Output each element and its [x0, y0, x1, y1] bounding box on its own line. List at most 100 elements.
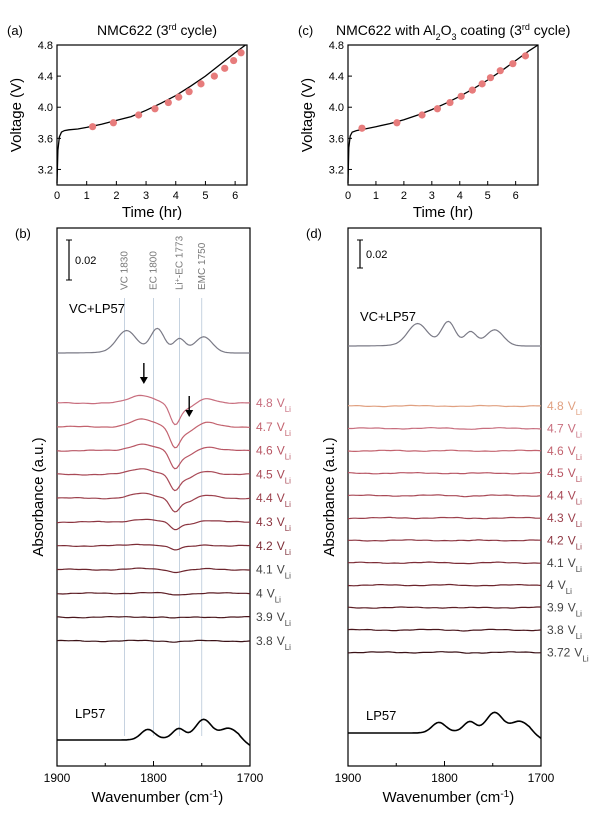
voltage-value: 3.8 — [547, 623, 564, 637]
sample-marker — [185, 88, 193, 96]
voltage-unit: V — [277, 634, 285, 648]
y-tick-label: 4.8 — [329, 40, 344, 52]
chart-title-part: cycle) — [530, 22, 570, 38]
voltage-unit: V — [277, 491, 285, 505]
voltage-value: 4.6 — [256, 444, 273, 458]
y-tick-label: 4.0 — [38, 102, 53, 114]
voltage-trace — [57, 418, 250, 449]
reference-label-part: -EC — [175, 261, 186, 278]
chart-title-part: O — [441, 22, 452, 38]
voltage-chart-(c) — [347, 44, 539, 186]
voltage-value: 4.2 — [256, 539, 273, 553]
x-tick-label: 6 — [513, 190, 519, 202]
voltage-trace — [56, 591, 251, 596]
reference-label-text: Li+-EC 1773 — [174, 235, 186, 290]
x-axis-label-part: Wavenumber (cm — [92, 789, 210, 806]
x-axis-label: Wavenumber (cm-1) — [383, 789, 515, 807]
lp57-label: LP57 — [75, 706, 105, 721]
voltage-unit: V — [568, 533, 576, 547]
sample-marker — [109, 119, 118, 127]
vc-lp57-label: VC+LP57 — [69, 301, 125, 316]
x-axis-label-part: -1 — [500, 789, 509, 800]
voltage-unit: V — [277, 610, 285, 624]
y-tick-label: 4.4 — [38, 71, 53, 83]
voltage-unit-sub: Li — [576, 408, 582, 417]
x-tick-label: 5 — [485, 190, 491, 202]
voltage-label: 4.4 VLi — [547, 489, 582, 507]
voltage-unit: V — [277, 444, 285, 458]
voltage-unit: V — [558, 578, 566, 592]
voltage-unit: V — [277, 515, 285, 529]
y-axis-label: Voltage (V) — [299, 78, 316, 152]
voltage-label: 4.8 VLi — [256, 396, 291, 414]
voltage-unit-sub: Li — [285, 619, 291, 628]
reference-label: EC 1800 — [149, 251, 160, 290]
y-tick-label: 3.6 — [329, 133, 344, 145]
y-axis-label: Voltage (V) — [8, 78, 25, 152]
vc-lp57-trace — [57, 327, 250, 354]
sample-marker — [446, 98, 454, 107]
voltage-value: 4.8 — [547, 399, 564, 413]
x-axis-label-part: -1 — [209, 789, 218, 800]
voltage-label: 4.6 VLi — [256, 444, 291, 462]
voltage-label: 4.6 VLi — [547, 444, 582, 462]
voltage-label: 4.4 VLi — [256, 491, 291, 509]
sample-marker — [237, 49, 245, 57]
voltage-curve — [347, 44, 539, 184]
reference-label: Li+-EC 1773 — [174, 235, 186, 290]
x-axis-label: Wavenumber (cm-1) — [92, 789, 224, 807]
voltage-label: 4.2 VLi — [256, 539, 291, 557]
voltage-trace — [57, 543, 251, 551]
voltage-value: 4.1 — [256, 563, 273, 577]
voltage-trace — [56, 394, 251, 426]
voltage-unit: V — [568, 623, 576, 637]
sample-marker — [418, 111, 426, 119]
voltage-value: 4 — [547, 578, 554, 592]
voltage-label: 4.5 VLi — [547, 466, 582, 484]
x-axis-label: Time (hr) — [122, 204, 182, 221]
voltage-trace — [56, 443, 251, 470]
voltage-unit-sub: Li — [285, 405, 291, 414]
y-tick-label: 3.2 — [329, 164, 344, 176]
x-axis-label-part: ) — [218, 789, 223, 806]
lp57-trace — [348, 711, 542, 739]
voltage-label: 3.8 VLi — [256, 634, 291, 652]
voltage-trace — [347, 471, 541, 475]
voltage-value: 4.5 — [256, 467, 273, 481]
sample-marker — [175, 93, 183, 101]
voltage-unit: V — [277, 563, 285, 577]
reference-label-text: EC 1800 — [149, 251, 160, 290]
voltage-label: 4.1 VLi — [256, 563, 291, 581]
voltage-trace — [347, 449, 542, 452]
voltage-trace — [347, 516, 542, 520]
voltage-value: 4.7 — [547, 421, 564, 435]
sample-marker — [486, 74, 495, 82]
panel-label: (b) — [15, 226, 31, 241]
arrow-head — [139, 377, 148, 384]
voltage-unit-sub: Li — [576, 520, 582, 529]
sample-marker — [433, 105, 442, 113]
chart-title-part: rd — [522, 22, 530, 32]
x-tick-label: 3 — [143, 190, 149, 202]
x-tick-label: 0 — [345, 190, 351, 202]
reference-label-text: VC 1830 — [120, 251, 131, 290]
chart-title-part: NMC622 with Al — [336, 22, 436, 38]
voltage-unit-sub: Li — [576, 609, 582, 618]
lp57-label: LP57 — [366, 708, 396, 723]
voltage-unit-sub: Li — [576, 475, 582, 484]
panel-label: (c) — [298, 23, 313, 38]
voltage-trace — [56, 468, 250, 492]
voltage-label: 3.72 VLi — [547, 645, 589, 663]
voltage-trace — [347, 494, 542, 498]
voltage-unit-sub: Li — [285, 500, 291, 509]
voltage-value: 3.8 — [256, 634, 273, 648]
voltage-value: 3.72 — [547, 645, 571, 659]
reference-label-part: Li — [175, 282, 186, 290]
scale-bar-label: 0.02 — [366, 249, 387, 261]
voltage-unit-sub: Li — [285, 547, 291, 556]
x-axis-label: Time (hr) — [413, 204, 473, 221]
voltage-unit-sub: Li — [566, 587, 572, 596]
voltage-unit: V — [568, 489, 576, 503]
